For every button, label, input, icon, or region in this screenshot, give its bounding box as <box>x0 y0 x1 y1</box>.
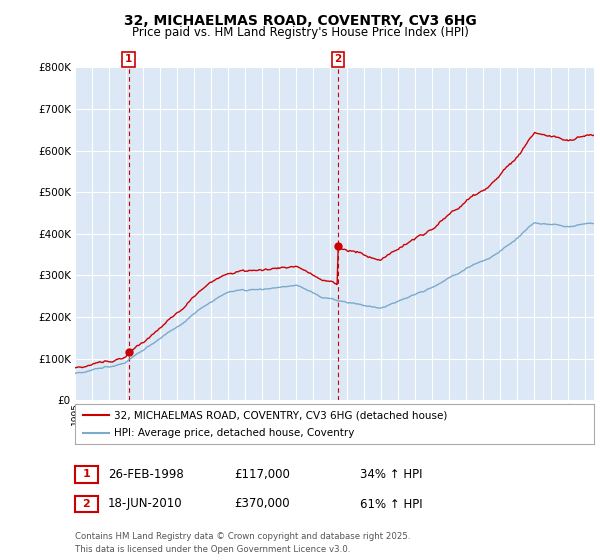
Text: 32, MICHAELMAS ROAD, COVENTRY, CV3 6HG: 32, MICHAELMAS ROAD, COVENTRY, CV3 6HG <box>124 14 476 28</box>
Text: 61% ↑ HPI: 61% ↑ HPI <box>360 497 422 511</box>
Text: 2: 2 <box>83 499 90 509</box>
Text: 2: 2 <box>334 54 341 64</box>
Text: HPI: Average price, detached house, Coventry: HPI: Average price, detached house, Cove… <box>114 428 354 438</box>
Text: £370,000: £370,000 <box>234 497 290 511</box>
Text: 34% ↑ HPI: 34% ↑ HPI <box>360 468 422 481</box>
Text: 32, MICHAELMAS ROAD, COVENTRY, CV3 6HG (detached house): 32, MICHAELMAS ROAD, COVENTRY, CV3 6HG (… <box>114 410 448 420</box>
Text: Price paid vs. HM Land Registry's House Price Index (HPI): Price paid vs. HM Land Registry's House … <box>131 26 469 39</box>
Text: 1: 1 <box>83 469 90 479</box>
Text: £117,000: £117,000 <box>234 468 290 481</box>
Text: 18-JUN-2010: 18-JUN-2010 <box>108 497 182 511</box>
Text: 1: 1 <box>125 54 132 64</box>
Text: 26-FEB-1998: 26-FEB-1998 <box>108 468 184 481</box>
Text: Contains HM Land Registry data © Crown copyright and database right 2025.
This d: Contains HM Land Registry data © Crown c… <box>75 533 410 554</box>
